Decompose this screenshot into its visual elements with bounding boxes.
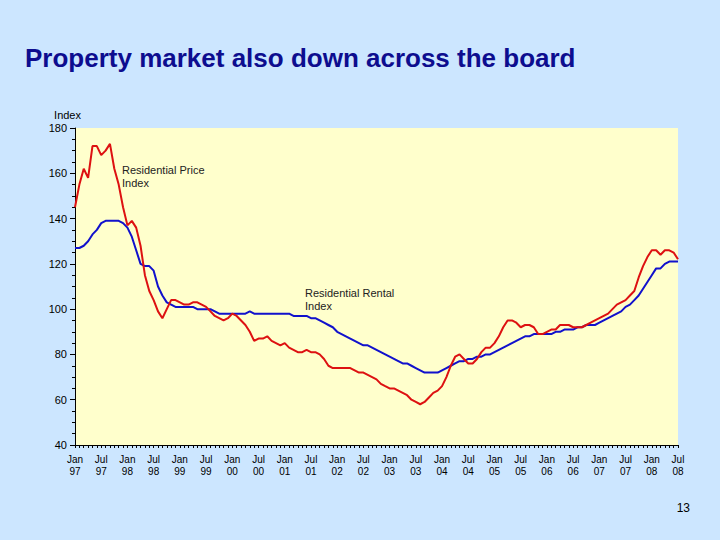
- svg-text:160: 160: [49, 167, 67, 179]
- svg-text:Jul: Jul: [514, 454, 527, 465]
- svg-text:98: 98: [122, 466, 134, 477]
- svg-text:Property market also down acro: Property market also down across the boa…: [25, 43, 576, 73]
- svg-text:08: 08: [672, 466, 684, 477]
- svg-text:03: 03: [410, 466, 422, 477]
- svg-text:Index: Index: [122, 177, 149, 189]
- svg-text:06: 06: [568, 466, 580, 477]
- svg-text:05: 05: [489, 466, 501, 477]
- svg-text:140: 140: [49, 213, 67, 225]
- svg-text:99: 99: [201, 466, 213, 477]
- svg-text:08: 08: [646, 466, 658, 477]
- svg-text:Jan: Jan: [224, 454, 240, 465]
- svg-text:Jan: Jan: [434, 454, 450, 465]
- svg-text:Jan: Jan: [67, 454, 83, 465]
- svg-text:01: 01: [279, 466, 291, 477]
- svg-text:01: 01: [305, 466, 317, 477]
- svg-text:Jul: Jul: [252, 454, 265, 465]
- svg-text:Jan: Jan: [329, 454, 345, 465]
- svg-text:Residential Price: Residential Price: [122, 164, 208, 176]
- svg-text:98: 98: [148, 466, 160, 477]
- svg-text:Jul: Jul: [357, 454, 370, 465]
- svg-text:00: 00: [227, 466, 239, 477]
- svg-text:05: 05: [515, 466, 527, 477]
- svg-text:Jul: Jul: [672, 454, 685, 465]
- svg-text:02: 02: [358, 466, 370, 477]
- svg-text:02: 02: [332, 466, 344, 477]
- svg-text:Jul: Jul: [567, 454, 580, 465]
- svg-text:99: 99: [174, 466, 186, 477]
- svg-text:07: 07: [594, 466, 606, 477]
- svg-text:Jul: Jul: [200, 454, 213, 465]
- svg-text:Jul: Jul: [619, 454, 632, 465]
- svg-text:Jan: Jan: [539, 454, 555, 465]
- svg-text:Residential Rental: Residential Rental: [305, 287, 397, 299]
- svg-text:Index: Index: [54, 109, 81, 121]
- svg-text:06: 06: [541, 466, 553, 477]
- svg-text:13: 13: [677, 501, 691, 515]
- svg-text:Jul: Jul: [305, 454, 318, 465]
- svg-text:Jan: Jan: [119, 454, 135, 465]
- svg-text:04: 04: [463, 466, 475, 477]
- svg-text:Jan: Jan: [172, 454, 188, 465]
- svg-text:180: 180: [49, 122, 67, 134]
- svg-text:00: 00: [253, 466, 265, 477]
- svg-text:Jul: Jul: [462, 454, 475, 465]
- svg-text:Jan: Jan: [644, 454, 660, 465]
- svg-text:100: 100: [49, 303, 67, 315]
- svg-text:Jul: Jul: [409, 454, 422, 465]
- svg-text:Jan: Jan: [277, 454, 293, 465]
- svg-text:Index: Index: [305, 300, 332, 312]
- svg-text:Jan: Jan: [591, 454, 607, 465]
- svg-text:Jan: Jan: [486, 454, 502, 465]
- svg-text:04: 04: [436, 466, 448, 477]
- svg-text:97: 97: [69, 466, 81, 477]
- svg-text:120: 120: [49, 258, 67, 270]
- svg-text:Jul: Jul: [147, 454, 160, 465]
- svg-text:60: 60: [55, 394, 67, 406]
- svg-text:Jul: Jul: [95, 454, 108, 465]
- svg-text:40: 40: [55, 439, 67, 451]
- svg-text:80: 80: [55, 348, 67, 360]
- svg-text:Jan: Jan: [382, 454, 398, 465]
- svg-text:03: 03: [384, 466, 396, 477]
- svg-text:07: 07: [620, 466, 632, 477]
- svg-text:97: 97: [96, 466, 108, 477]
